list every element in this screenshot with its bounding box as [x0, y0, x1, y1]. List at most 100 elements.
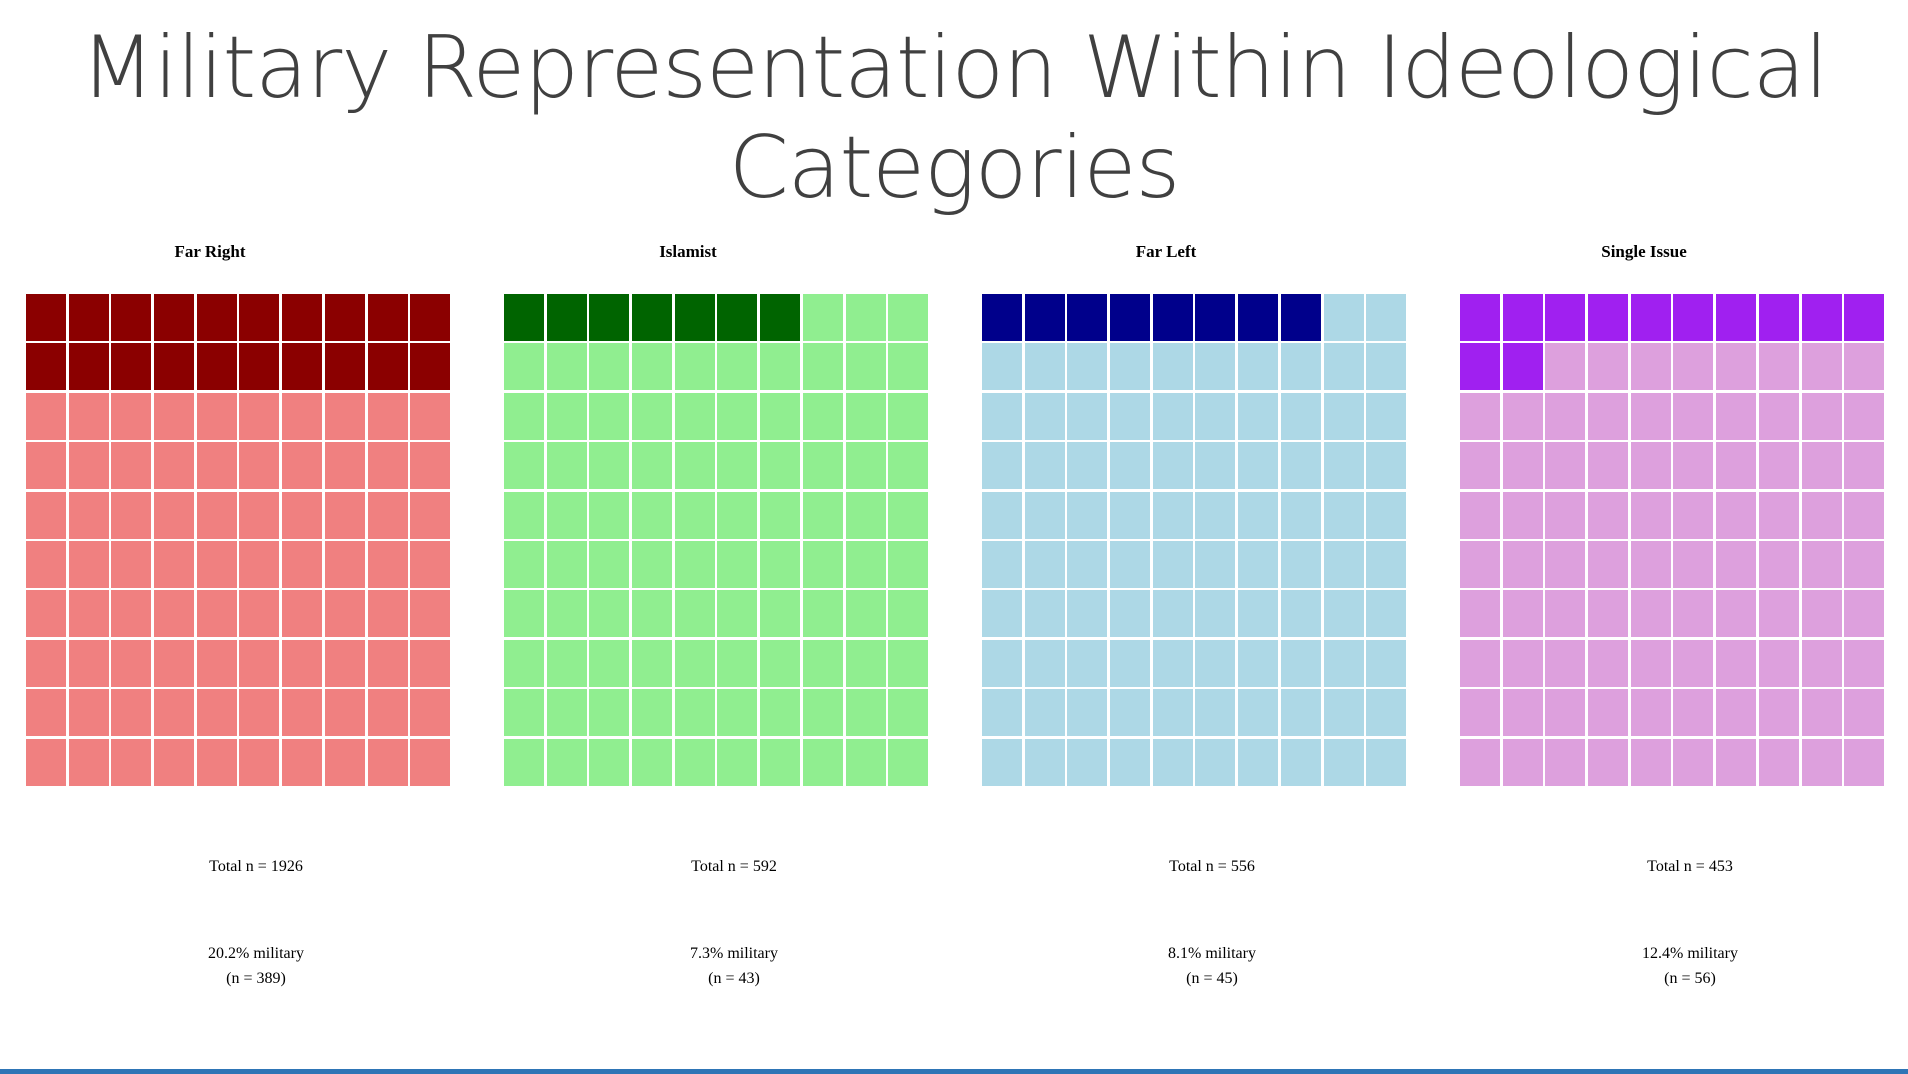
waffle-square-non-military	[1280, 442, 1321, 490]
waffle-panel-single-issue: Single Issue Total n = 453 12.4% militar…	[1434, 0, 1885, 1074]
waffle-square-non-military	[1673, 540, 1714, 588]
waffle-square-non-military	[26, 392, 66, 440]
waffle-square-non-military	[717, 491, 758, 539]
percent-military-label: 7.3% military	[690, 945, 778, 962]
waffle-square-military	[1801, 294, 1842, 341]
waffle-square-non-military	[674, 639, 715, 687]
waffle-square-non-military	[1152, 491, 1193, 539]
waffle-square-non-military	[504, 491, 544, 539]
waffle-square-non-military	[1366, 639, 1407, 687]
waffle-square-non-military	[1460, 738, 1500, 786]
waffle-square-non-military	[1195, 392, 1236, 440]
waffle-square-military	[26, 343, 66, 391]
waffle-square-non-military	[1280, 491, 1321, 539]
waffle-square-non-military	[68, 639, 109, 687]
waffle-square-military	[196, 343, 237, 391]
count-military-label: (n = 389)	[226, 970, 286, 987]
waffle-square-non-military	[1588, 689, 1629, 737]
waffle-square-non-military	[1844, 343, 1885, 391]
waffle-square-non-military	[1238, 639, 1279, 687]
waffle-square-non-military	[367, 590, 408, 638]
waffle-square-non-military	[1366, 392, 1407, 440]
waffle-square-non-military	[1460, 442, 1500, 490]
waffle-square-non-military	[1024, 689, 1065, 737]
waffle-square-non-military	[1801, 343, 1842, 391]
waffle-square-non-military	[1630, 491, 1671, 539]
waffle-square-non-military	[410, 738, 451, 786]
waffle-square-non-military	[1152, 343, 1193, 391]
waffle-square-non-military	[1067, 442, 1108, 490]
waffle-square-non-military	[367, 639, 408, 687]
waffle-square-military	[717, 294, 758, 341]
waffle-square-non-military	[196, 590, 237, 638]
waffle-square-military	[154, 343, 195, 391]
waffle-square-non-military	[982, 343, 1022, 391]
waffle-square-non-military	[154, 738, 195, 786]
waffle-square-non-military	[546, 689, 587, 737]
waffle-square-non-military	[802, 738, 843, 786]
waffle-square-non-military	[1238, 491, 1279, 539]
waffle-square-non-military	[982, 590, 1022, 638]
panel-title: Single Issue	[1601, 242, 1687, 261]
waffle-square-non-military	[1588, 343, 1629, 391]
waffle-square-non-military	[410, 639, 451, 687]
waffle-square-non-military	[282, 540, 323, 588]
waffle-square-non-military	[1801, 392, 1842, 440]
waffle-square-non-military	[1716, 738, 1757, 786]
waffle-square-military	[111, 343, 152, 391]
waffle-square-non-military	[845, 738, 886, 786]
waffle-square-non-military	[1323, 294, 1364, 341]
waffle-square-non-military	[1067, 639, 1108, 687]
waffle-square-non-military	[802, 392, 843, 440]
waffle-square-non-military	[982, 689, 1022, 737]
waffle-square-non-military	[196, 689, 237, 737]
waffle-square-military	[1758, 294, 1799, 341]
total-n-label: Total n = 556	[1169, 858, 1255, 875]
waffle-square-non-military	[1502, 491, 1543, 539]
waffle-square-non-military	[1502, 689, 1543, 737]
waffle-square-non-military	[1323, 590, 1364, 638]
waffle-square-non-military	[717, 590, 758, 638]
waffle-square-non-military	[1588, 392, 1629, 440]
waffle-square-non-military	[68, 540, 109, 588]
waffle-square-non-military	[1195, 442, 1236, 490]
waffle-square-non-military	[1716, 590, 1757, 638]
waffle-panel-far-left: Far Left Total n = 556 8.1% military (n …	[956, 0, 1407, 1074]
waffle-square-non-military	[802, 294, 843, 341]
panel-title: Far Left	[1135, 242, 1197, 261]
waffle-square-non-military	[504, 442, 544, 490]
waffle-square-non-military	[1238, 590, 1279, 638]
waffle-square-non-military	[1801, 639, 1842, 687]
waffle-square-non-military	[1280, 590, 1321, 638]
waffle-square-non-military	[282, 491, 323, 539]
waffle-square-non-military	[1630, 738, 1671, 786]
waffle-square-non-military	[982, 442, 1022, 490]
waffle-square-non-military	[1110, 343, 1151, 391]
waffle-square-non-military	[1801, 540, 1842, 588]
waffle-square-non-military	[282, 639, 323, 687]
waffle-square-military	[546, 294, 587, 341]
waffle-square-non-military	[1545, 343, 1586, 391]
waffle-square-non-military	[1110, 689, 1151, 737]
waffle-square-non-military	[1024, 590, 1065, 638]
waffle-square-non-military	[546, 392, 587, 440]
waffle-square-non-military	[239, 738, 280, 786]
waffle-square-military	[410, 343, 451, 391]
waffle-square-non-military	[1844, 590, 1885, 638]
waffle-square-non-military	[1152, 590, 1193, 638]
waffle-square-non-military	[1758, 442, 1799, 490]
waffle-square-military	[632, 294, 673, 341]
waffle-square-non-military	[324, 738, 365, 786]
waffle-square-non-military	[1673, 689, 1714, 737]
waffle-square-non-military	[1545, 491, 1586, 539]
waffle-square-non-military	[324, 689, 365, 737]
waffle-square-non-military	[154, 639, 195, 687]
waffle-square-non-military	[982, 491, 1022, 539]
waffle-square-non-military	[1195, 738, 1236, 786]
waffle-square-non-military	[1110, 392, 1151, 440]
waffle-square-non-military	[717, 343, 758, 391]
waffle-square-non-military	[760, 392, 801, 440]
waffle-square-non-military	[239, 689, 280, 737]
waffle-square-non-military	[1673, 392, 1714, 440]
waffle-square-non-military	[1067, 590, 1108, 638]
